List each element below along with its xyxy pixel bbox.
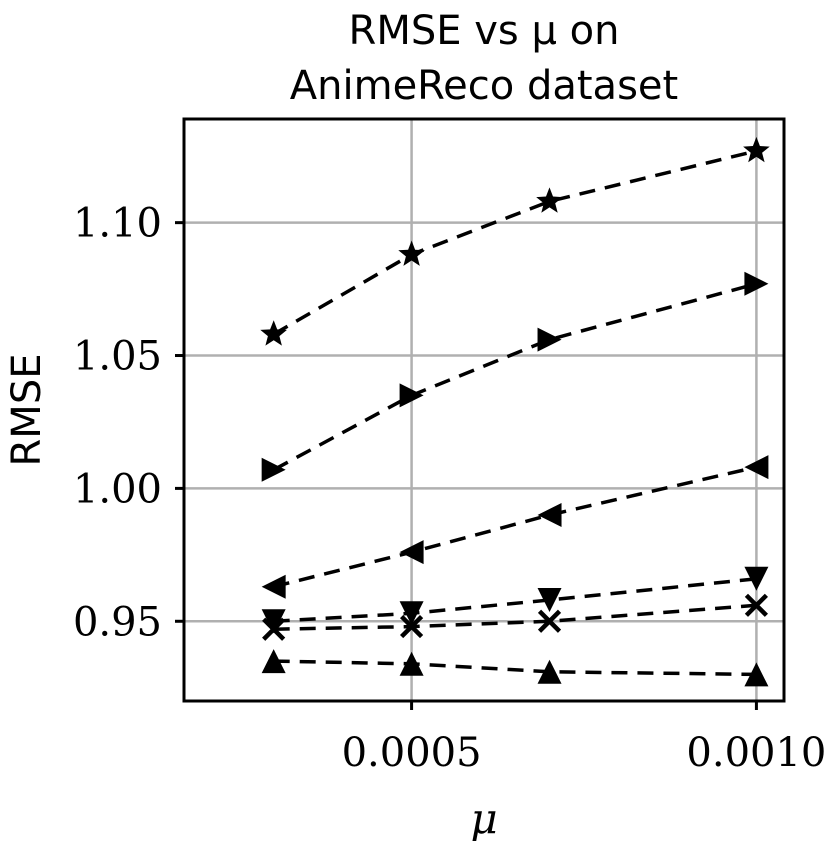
series-line-triangle-up [273,659,757,677]
x-axis-label: μ [470,794,497,841]
triangle-down-marker-point-0 [261,609,286,634]
series-line-triangle-down [273,577,757,624]
series-triangle-left [261,455,769,599]
x-marker-point-0 [262,617,286,641]
chart-title-line-1: RMSE vs μ on [349,8,620,54]
x-marker-point-3 [744,593,769,617]
y-axis-label: RMSE [4,354,50,467]
series-line-triangle-left [273,465,757,589]
y-tick-label: 1.05 [73,334,162,380]
triangle-down-marker-point-1 [399,601,424,626]
triangle-right-marker-point-1 [399,383,424,408]
series-star [260,136,770,346]
triangle-right-marker-point-3 [744,271,769,296]
series-x [262,593,769,641]
y-tick-label: 1.00 [73,466,162,512]
triangle-left-marker-point-0 [261,574,286,599]
star-marker-point-1 [398,240,425,266]
triangle-up-marker-point-0 [261,649,286,674]
triangle-left-marker-point-1 [399,540,424,565]
series-triangle-up [261,649,769,687]
y-tick-label: 0.95 [73,599,162,645]
triangle-up-marker-point-3 [744,662,769,687]
x-tick-label: 0.0010 [686,730,826,776]
star-marker-point-3 [743,136,770,163]
triangle-right-marker-point-2 [537,327,562,352]
star-marker-point-2 [536,187,563,213]
series-line-triangle-right [272,282,757,472]
triangle-left-marker-point-3 [744,455,769,480]
x-tick-label: 0.0005 [342,730,482,776]
triangle-down-marker-point-3 [744,566,769,591]
triangle-down-marker-point-2 [537,588,562,613]
series-line-x [273,603,757,631]
triangle-up-marker-point-1 [399,651,424,676]
x-marker-point-1 [399,614,424,639]
x-axis-ticks: 0.0005 0.0010 [342,701,826,776]
triangle-left-marker-point-2 [537,502,562,527]
y-tick-label: 1.10 [73,201,162,247]
grid-lines [184,119,784,701]
x-marker-point-2 [537,609,562,633]
triangle-up-marker-point-2 [537,659,562,684]
y-axis-ticks: 0.95 1.00 1.05 1.10 [73,201,184,645]
triangle-right-marker-point-0 [261,457,286,482]
series-line-star [272,149,757,336]
chart-title-line-2: AnimeReco dataset [290,63,678,109]
star-marker-point-0 [260,320,287,346]
series-triangle-right [261,271,769,482]
plot-frame [182,117,786,703]
series-layer [260,136,770,687]
series-triangle-down [261,566,769,634]
